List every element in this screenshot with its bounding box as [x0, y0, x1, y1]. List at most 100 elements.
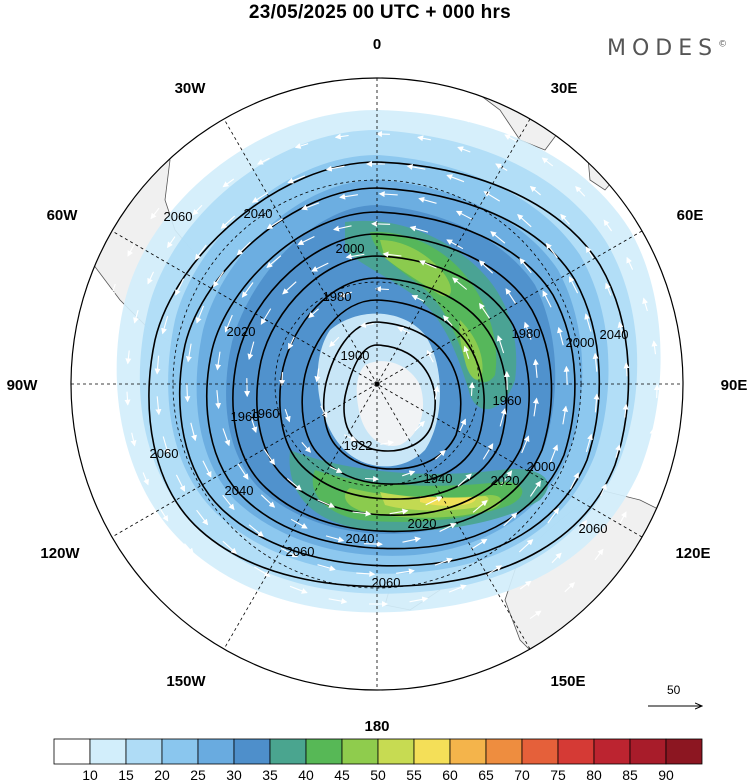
wind-arrow	[605, 282, 612, 296]
contour-labels: 2060 2040 2000 1980 2020 1960 1900 1922 1960 1980…	[150, 206, 629, 590]
brand-logo: MODES©	[607, 36, 727, 61]
wind-arrow	[290, 518, 308, 529]
contour-1960	[279, 277, 508, 500]
wind-arrow	[378, 191, 398, 198]
wind-arrow	[215, 351, 222, 371]
colorbar-tick-label: 70	[514, 767, 530, 782]
wind-arrow	[236, 241, 251, 256]
colorbar-tick-label: 10	[82, 767, 98, 782]
wind-arrow	[289, 585, 308, 594]
wind-arrow	[257, 157, 270, 165]
colorbar-tick-label: 20	[154, 767, 170, 782]
wind-arrow	[213, 572, 225, 583]
colorbar-tick-label: 50	[370, 767, 386, 782]
colorbar-tick-label: 65	[478, 767, 494, 782]
wind-arrow	[603, 219, 613, 232]
colorbar-swatch	[233, 738, 271, 765]
wind-arrow	[495, 163, 508, 171]
wind-arrow	[213, 271, 225, 288]
colorbar-swatch	[89, 738, 127, 765]
wind-arrow	[569, 276, 579, 294]
lon-label-120w: 120W	[40, 545, 80, 562]
wind-arrow	[98, 326, 105, 341]
wind-arrow	[471, 538, 488, 550]
lon-label-0: 0	[373, 36, 381, 53]
polar-core-inner	[356, 361, 424, 446]
wind-arrow	[446, 239, 464, 250]
contour-label: 2060	[150, 446, 179, 461]
wind-arrow	[237, 626, 250, 634]
wind-arrow	[222, 178, 235, 188]
wind-arrow	[575, 185, 586, 197]
colorbar-swatch	[197, 738, 235, 765]
wind-arrow	[120, 498, 128, 512]
colorbar-tick-label: 35	[262, 767, 278, 782]
contour-label: 2060	[286, 544, 315, 559]
wind-arrow	[287, 175, 306, 184]
wind-arrow	[190, 422, 197, 442]
wind-arrow	[142, 472, 149, 486]
wind-arrow	[519, 257, 532, 274]
wind-arrow	[150, 207, 160, 220]
wind-arrow	[500, 470, 513, 486]
wind-arrow	[518, 539, 534, 553]
wind-arrow	[284, 409, 291, 423]
wind-arrow	[578, 519, 587, 532]
contour-2020	[206, 211, 576, 550]
wind-arrow	[352, 510, 372, 517]
wind-arrow	[127, 244, 135, 257]
wind-arrow	[617, 321, 624, 336]
wind-arrow	[329, 466, 343, 473]
wind-arrow	[308, 308, 319, 319]
wind-arrow	[529, 610, 542, 620]
wind-arrow	[517, 214, 532, 228]
wind-arrow	[320, 405, 328, 419]
wind-arrow	[418, 196, 437, 204]
wind-arrow	[371, 220, 391, 227]
wind-arrow	[106, 456, 112, 471]
wind-arrow	[569, 472, 579, 490]
wind-arrow	[523, 321, 532, 340]
contour-label: 1922	[344, 438, 373, 453]
shade-50	[380, 240, 452, 297]
wind-arrow	[246, 597, 259, 605]
contour-label: 2020	[491, 473, 520, 488]
wind-arrow	[600, 483, 607, 497]
wind-arrow	[468, 381, 475, 396]
wind-arrow	[406, 658, 421, 665]
contour-label: 2000	[527, 459, 556, 474]
wind-arrow	[325, 165, 345, 172]
wind-arrow	[194, 244, 207, 261]
wind-arrow	[504, 134, 517, 142]
colorbar-tick-label: 90	[658, 767, 674, 782]
wind-arrow	[545, 242, 558, 259]
wind-arrow	[519, 580, 532, 590]
contour-label: 2040	[225, 483, 254, 498]
wind-vectors	[94, 101, 660, 667]
wind-arrow	[222, 494, 235, 511]
wind-arrow	[402, 470, 416, 477]
wind-arrow	[175, 474, 185, 492]
wind-arrow	[622, 403, 629, 418]
wind-arrow	[435, 449, 446, 460]
wind-arrow	[551, 552, 562, 564]
wind-arrow	[409, 225, 429, 233]
wind-arrow	[638, 470, 645, 485]
wind-arrow	[445, 619, 460, 625]
wind-arrow	[168, 571, 179, 583]
wind-arrow	[317, 564, 336, 572]
wind-arrow	[345, 253, 365, 260]
wind-arrow	[405, 628, 420, 635]
colorbar-swatch	[269, 738, 307, 765]
wind-arrow	[241, 282, 254, 298]
contour-label: 1980	[323, 289, 352, 304]
lon-label-60w: 60W	[47, 207, 79, 224]
wind-arrow	[463, 116, 478, 123]
wind-arrow	[356, 570, 376, 577]
lon-label-60e: 60E	[677, 207, 704, 224]
lon-label-90w: 90W	[7, 377, 39, 394]
wind-arrow	[503, 512, 518, 527]
wind-arrow	[402, 536, 421, 543]
contour-label: 1960	[493, 393, 522, 408]
